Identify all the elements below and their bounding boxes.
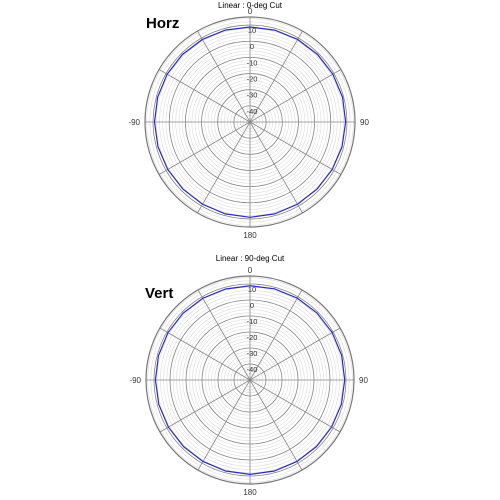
angle-spoke [197,30,251,123]
radial-tick-label: -10 [247,317,258,326]
angle-spoke [158,69,251,123]
angle-label: 90 [360,118,369,127]
radial-tick-label: -40 [247,365,258,374]
polar-plot-svg: 10 0 -10 -20 -30 -40 0 90 180 -90 Linear : 0-deg C… [128,1,369,240]
radial-tick-label: -30 [247,91,258,100]
side-label: Vert [145,285,174,302]
angle-spoke [249,30,303,123]
outer-boundary [145,275,355,485]
angle-spoke [197,379,251,471]
major-grid-ring [217,89,283,155]
angle-spoke [249,289,303,381]
radial-tick-label: -10 [247,58,258,67]
radial-tick-label: 0 [250,42,254,51]
major-grid-ring [233,105,267,139]
angle-label: -90 [128,118,140,127]
major-grid-ring [168,40,332,204]
radial-tick-label: 10 [248,26,256,35]
major-grid-ring [185,315,315,445]
angle-label: 0 [248,7,253,16]
radial-tick-label: -30 [247,349,258,358]
angle-labels: 0 90 180 -90 [129,266,368,497]
major-grid-ring [152,24,348,220]
angle-label: 90 [359,376,368,385]
radial-tick-label: -40 [247,107,258,116]
angle-spoke [249,121,342,175]
major-grid-ring [201,73,299,171]
radial-tick-labels: 10 0 -10 -20 -30 -40 [247,26,258,116]
angle-spoke [249,379,341,433]
major-grid-ring [233,363,267,397]
radial-tick-labels: 10 0 -10 -20 -30 -40 [247,285,258,374]
angle-spokes [146,276,354,484]
angle-spokes [145,17,355,227]
angle-label: -90 [129,376,141,385]
angle-spoke [197,121,251,214]
major-grid-ring [169,299,331,461]
series-line [153,26,347,218]
radial-tick-label: 0 [250,301,254,310]
chart-title: Linear : 90-deg Cut [216,254,285,263]
polar-plot-svg: 10 0 -10 -20 -30 -40 0 90 180 -90 Linear : 90-deg … [129,254,368,497]
polar-chart-vert: 10 0 -10 -20 -30 -40 0 90 180 -90 Linear : 90-deg … [0,250,500,500]
angle-label: 180 [243,488,257,497]
angle-spoke [158,121,251,175]
polar-chart-horz: 10 0 -10 -20 -30 -40 0 90 180 -90 Linear : 0-deg C… [128,1,369,240]
angle-spoke [249,327,341,381]
angle-spoke [249,379,303,471]
angle-spoke [159,379,251,433]
angle-spoke [159,327,251,381]
angle-labels: 0 90 180 -90 [128,7,369,240]
angle-spoke [249,69,342,123]
angle-label: 180 [243,231,257,240]
major-grid-ring [201,331,299,429]
outer-boundary [144,16,356,228]
radial-tick-label: 10 [248,285,256,294]
angle-spoke [249,121,303,214]
side-label: Horz [146,15,180,32]
radial-tick-label: -20 [247,75,258,84]
radial-tick-label: -20 [247,333,258,342]
major-grid [153,283,347,477]
angle-spoke [197,289,251,381]
major-grid [152,24,348,220]
major-grid-ring [153,283,347,477]
angle-label: 0 [248,266,253,275]
series-line [154,285,346,476]
major-grid-ring [184,56,316,188]
major-grid-ring [217,347,283,413]
chart-title: Linear : 0-deg Cut [218,1,283,10]
